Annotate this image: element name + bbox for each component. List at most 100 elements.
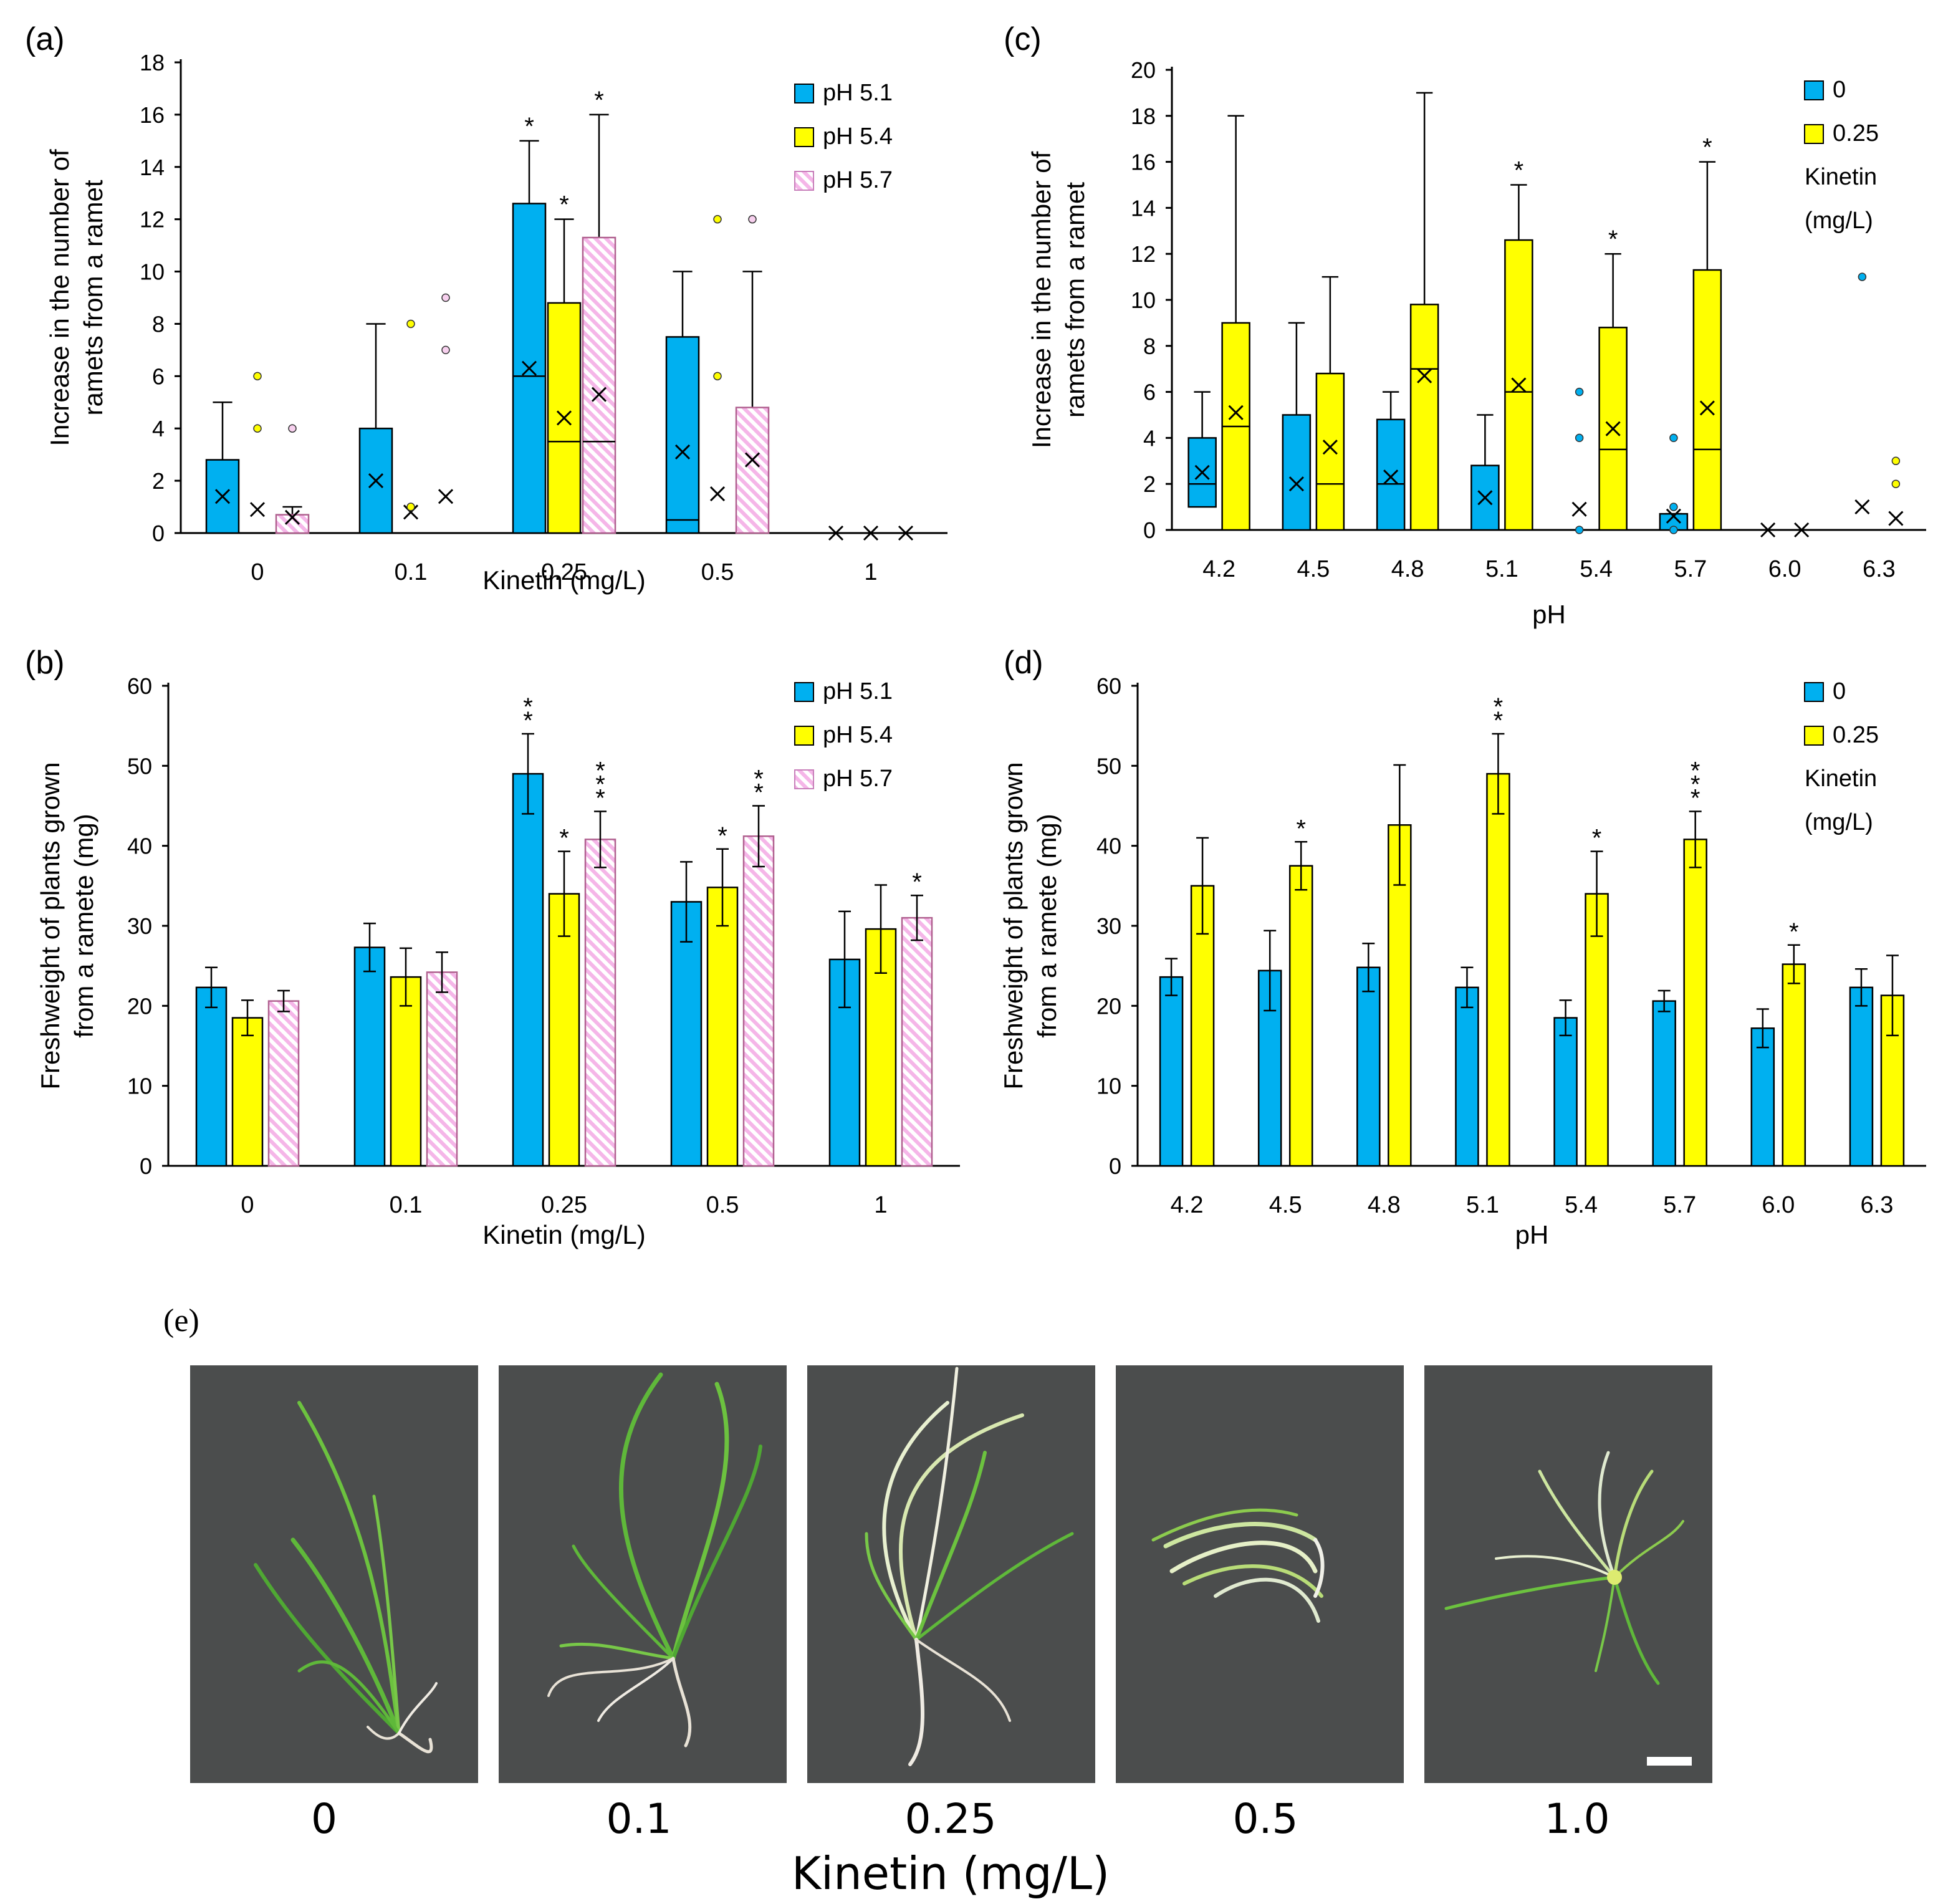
y-tick-label: 8: [152, 311, 165, 337]
legend-swatch: [794, 84, 814, 103]
legend-label: 0.25: [1833, 722, 1879, 748]
significance-mark: *: [717, 822, 727, 850]
box-outlier: [406, 319, 415, 329]
significance-mark: **: [523, 693, 533, 734]
x-tick-label: 0.1: [390, 1192, 423, 1218]
mean-stroke: [863, 525, 879, 541]
box-mean-marker: [403, 504, 419, 520]
box-mean-marker: [863, 525, 879, 541]
box-outlier: [441, 345, 450, 355]
y-tick-label: 30: [127, 913, 152, 939]
y-tick-label: 18: [140, 50, 165, 75]
legend-note: Kinetin: [1805, 766, 1877, 792]
mean-stroke: [521, 360, 537, 376]
mean-stroke: [1383, 469, 1399, 485]
legend-label: pH 5.4: [823, 722, 893, 748]
photo-label-0.25: 0.25: [905, 1795, 997, 1843]
significance-star: *: [523, 707, 533, 734]
bar: [1553, 1017, 1578, 1167]
panel-label-b: (b): [25, 645, 65, 681]
y-tick-label: 60: [127, 673, 152, 699]
bar: [1782, 963, 1806, 1167]
mean-stroke: [1228, 405, 1244, 420]
legend-label: 0: [1833, 678, 1846, 704]
x-tick-label: 0.5: [701, 559, 734, 585]
photo-panel: 0 0.1 0.25 0.5 1.0 Kinetin (mg/L): [190, 1365, 1712, 1900]
mean-stroke: [1194, 464, 1210, 480]
mean-stroke: [1477, 490, 1493, 506]
significance-mark: *: [1514, 157, 1524, 185]
mean-stroke: [1571, 501, 1587, 517]
mean-stroke: [1760, 522, 1776, 538]
box-mean-marker: [709, 486, 726, 502]
chart-c: 0 2 4 6 8 10 12 14 16 18 20 4.2 4.5 4.8 5.1 5.4 5.7 6.0 6.…: [1027, 57, 1926, 629]
x-tick-label: 6.3: [1861, 1192, 1894, 1218]
significance-mark: *: [1608, 226, 1618, 253]
mean-stroke: [214, 489, 231, 504]
x-tick-label: 5.4: [1565, 1192, 1598, 1218]
y-tick-label: 0: [1109, 1153, 1121, 1179]
mean-stroke: [1511, 377, 1527, 393]
legend-swatch: [794, 726, 814, 746]
panel-label-d: (d): [1004, 645, 1043, 681]
x-axis-label: pH: [1532, 600, 1566, 629]
significance-star: *: [1789, 918, 1799, 946]
box-outlier: [441, 293, 450, 302]
x-tick-label: 5.4: [1580, 556, 1613, 582]
legend-note: (mg/L): [1805, 208, 1873, 234]
significance-mark: *: [1789, 918, 1799, 946]
y-tick-label: 2: [1143, 471, 1156, 497]
legend-label: pH 5.7: [823, 766, 893, 792]
x-tick-label: 0.25: [541, 559, 587, 585]
panel-label-a: (a): [25, 21, 65, 57]
significance-star: *: [1691, 757, 1701, 784]
legend-swatch: [794, 769, 814, 789]
y-tick-label: 12: [1131, 241, 1156, 267]
bar: [901, 916, 933, 1167]
box-mean-marker: [1854, 499, 1870, 515]
y-axis-label: Increase in the number of ramets from a r…: [1027, 151, 1090, 449]
significance-mark: *: [594, 87, 604, 114]
photo-label-0: 0: [311, 1795, 337, 1843]
mean-stroke: [674, 444, 691, 460]
box-outlier: [288, 424, 297, 433]
box-mean-marker: [1760, 522, 1776, 538]
chart-d: 0 10 20 30 40 50 60 4.2 4.5 4.8 5.1 5.4 5.7 6.0 6.3 pH F…: [999, 673, 1926, 1249]
mean-stroke: [1322, 440, 1338, 455]
significance-star: *: [1592, 825, 1602, 852]
significance-mark: *: [912, 868, 922, 896]
box-outlier: [1669, 502, 1678, 511]
panel-label-c: (c): [1004, 21, 1042, 57]
box: [1376, 418, 1406, 531]
photo-kinetin-0.25: [807, 1365, 1095, 1783]
bar: [548, 893, 580, 1167]
box-outlier: [1891, 479, 1901, 488]
y-tick-label: 40: [1096, 834, 1121, 859]
mean-stroke: [1666, 508, 1681, 524]
box-mean-marker: [1699, 400, 1715, 416]
mean-stroke: [1854, 499, 1870, 515]
x-tick-label: 6.0: [1762, 1192, 1795, 1218]
mean-stroke: [1417, 368, 1432, 383]
y-tick-label: 60: [1096, 673, 1121, 699]
box-mean-marker: [1511, 377, 1527, 393]
y-tick-label: 50: [1096, 753, 1121, 779]
bar: [1159, 976, 1184, 1167]
y-tick-label: 12: [140, 207, 165, 233]
significance-mark: ***: [1691, 757, 1701, 812]
bar: [231, 1017, 264, 1167]
bar: [706, 887, 739, 1167]
box-mean-marker: [284, 509, 300, 525]
significance-mark: *: [524, 113, 534, 140]
y-tick-label: 16: [140, 102, 165, 128]
photo-kinetin-1.0: [1424, 1365, 1712, 1783]
box: [205, 459, 240, 534]
significance-star: *: [912, 868, 922, 896]
y-tick-label: 6: [152, 363, 165, 389]
x-tick-label: 5.7: [1674, 556, 1707, 582]
box-outlier: [713, 214, 722, 224]
box-mean-marker: [1417, 368, 1432, 383]
box-outlier: [1575, 433, 1584, 443]
x-axis-label: Kinetin (mg/L): [482, 565, 645, 595]
mean-stroke: [828, 525, 844, 541]
